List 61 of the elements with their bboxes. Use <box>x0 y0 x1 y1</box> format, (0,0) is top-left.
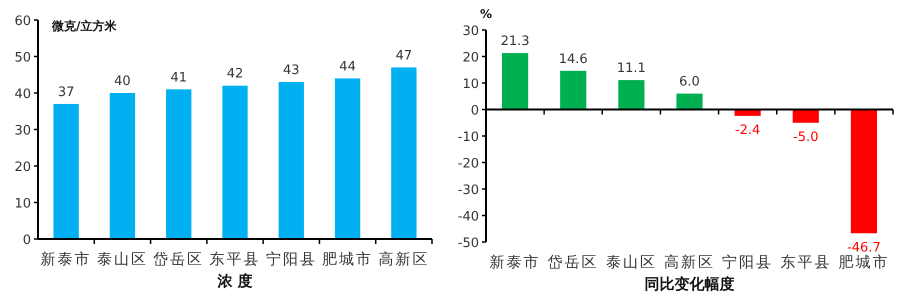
y-tick-label: 40 <box>14 87 31 102</box>
data-label: 37 <box>58 84 74 100</box>
y-tick-label: 20 <box>14 160 31 175</box>
data-label: 47 <box>396 48 412 64</box>
bar <box>278 82 304 239</box>
y-tick-label: 30 <box>14 124 31 138</box>
data-label: 43 <box>283 63 300 78</box>
y-tick-label: 0 <box>22 233 31 248</box>
x-axis-title: 浓 度 <box>216 272 253 290</box>
bar <box>391 67 417 239</box>
x-tick-label: 岱岳区 <box>153 250 204 268</box>
data-label: 6.0 <box>679 74 700 90</box>
y-tick-label: 60 <box>14 14 31 29</box>
x-tick-label: 新泰市 <box>40 250 92 268</box>
y-tick-label: -40 <box>458 210 479 224</box>
x-tick-label: 高新区 <box>378 250 430 268</box>
bar <box>560 70 586 110</box>
y-axis-title: 微克/立方米 <box>51 19 118 33</box>
x-tick-label: 东平县 <box>210 250 260 268</box>
x-tick-label: 宁阳县 <box>722 253 774 271</box>
bar <box>502 53 528 110</box>
bar <box>676 94 703 110</box>
data-label: -5.0 <box>793 130 818 145</box>
x-tick-label: 泰山区 <box>96 250 148 268</box>
x-axis-title: 同比变化幅度 <box>644 275 734 293</box>
data-label: 42 <box>226 66 244 82</box>
x-tick-label: 岱岳区 <box>548 253 599 271</box>
data-label: -2.4 <box>734 122 760 138</box>
data-label: 21.3 <box>500 34 530 50</box>
y-tick-label: 10 <box>462 77 479 92</box>
bar <box>850 110 878 234</box>
data-label: 41 <box>170 70 187 86</box>
data-label: 11.1 <box>616 61 646 76</box>
bar <box>110 93 136 239</box>
y-tick-label: -10 <box>458 130 479 145</box>
bar <box>166 89 192 239</box>
x-tick-label: 新泰市 <box>490 253 541 271</box>
data-label: -46.7 <box>847 240 881 256</box>
data-label: 44 <box>339 59 356 74</box>
x-tick-label: 泰山区 <box>606 253 657 271</box>
x-tick-label: 高新区 <box>664 253 715 271</box>
y-tick-label: -50 <box>458 236 479 251</box>
y-tick-label: -30 <box>458 183 479 198</box>
y-tick-label: 10 <box>14 196 31 212</box>
x-tick-label: 宁阳县 <box>266 250 317 268</box>
y-tick-label: 20 <box>462 50 479 66</box>
bar <box>618 80 644 110</box>
y-tick-label: -20 <box>458 156 479 172</box>
y-axis-title: % <box>480 7 492 21</box>
data-label: 14.6 <box>558 52 588 67</box>
x-tick-label: 肥城市 <box>322 250 374 268</box>
x-tick-label: 肥城市 <box>838 253 890 271</box>
y-tick-label: 0 <box>470 104 479 118</box>
bar <box>222 86 248 239</box>
bar <box>53 104 79 239</box>
y-tick-label: 30 <box>462 24 479 39</box>
bar <box>334 78 360 239</box>
y-tick-label: 50 <box>14 50 31 66</box>
data-label: 40 <box>114 74 131 89</box>
bar <box>792 110 819 123</box>
x-tick-label: 东平县 <box>780 253 832 271</box>
